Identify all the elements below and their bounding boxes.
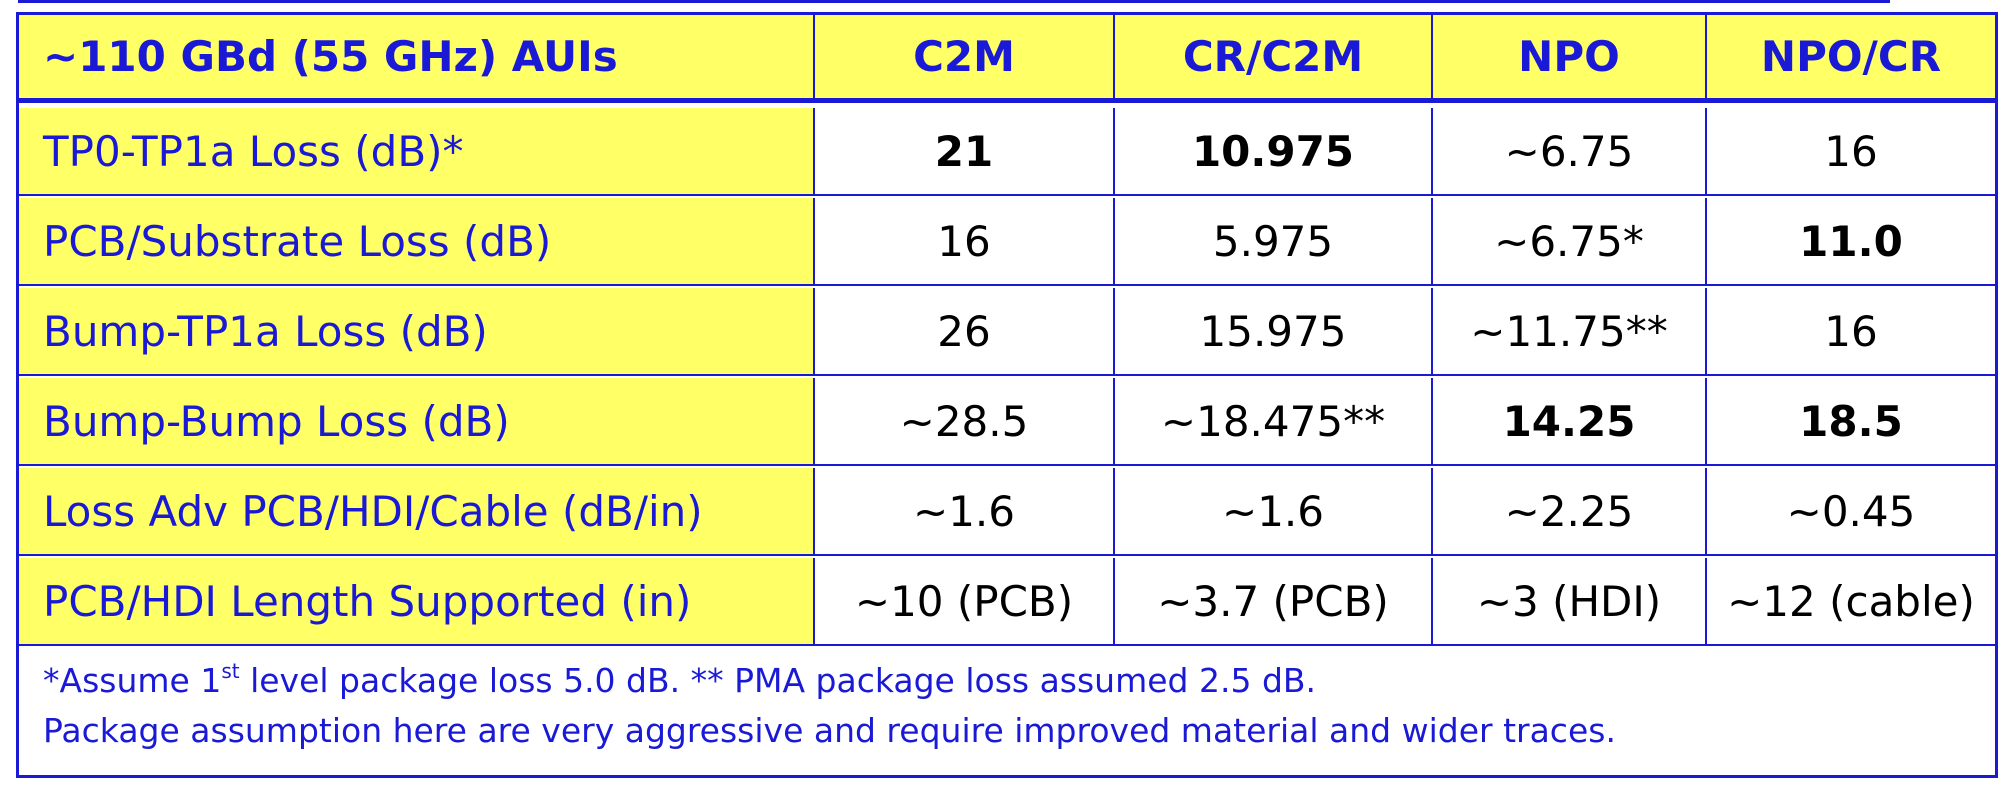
table-cell: 10.975 [1115,108,1433,194]
table-header-row: ~110 GBd (55 GHz) AUIs C2M CR/C2M NPO NP… [19,15,1995,103]
footnote-line-2: Package assumption here are very aggress… [43,711,1616,750]
header-cell-title: ~110 GBd (55 GHz) AUIs [19,15,815,98]
table-cell: 16 [1824,306,1878,356]
table-cell: ~3 (HDI) [1433,558,1707,644]
table-cell: ~2.25 [1433,468,1707,554]
header-cell-npo-cr: NPO/CR [1707,15,1995,98]
table-row: PCB/Substrate Loss (dB) 16 5.975 ~6.75* … [19,198,1995,286]
footnote-line-1: *Assume 1st level package loss 5.0 dB. *… [43,656,1995,706]
table-row: Loss Adv PCB/HDI/Cable (dB/in) ~1.6 ~1.6… [19,468,1995,556]
footnote-text: level package loss 5.0 dB. ** PMA packag… [239,661,1317,700]
row-label: Bump-Bump Loss (dB) [19,378,815,464]
table-cell: 14.25 [1433,378,1707,464]
row-label: TP0-TP1a Loss (dB)* [19,108,815,194]
table-row: PCB/HDI Length Supported (in) ~10 (PCB) … [19,558,1995,646]
table-cell: ~10 (PCB) [815,558,1115,644]
table-cell: 26 [815,288,1115,374]
table-cell: ~12 (cable) [1727,576,1975,626]
table-cell: ~6.75* [1433,198,1707,284]
row-label: Bump-TP1a Loss (dB) [19,288,815,374]
table-cell: 21 [815,108,1115,194]
footnote-text: *Assume 1 [43,661,222,700]
top-rule [18,0,1890,3]
table-cell: 16 [1824,126,1878,176]
table-cell: 15.975 [1115,288,1433,374]
row-label: PCB/HDI Length Supported (in) [19,558,815,644]
table-row: Bump-TP1a Loss (dB) 26 15.975 ~11.75** 1… [19,288,1995,376]
table-row: TP0-TP1a Loss (dB)* 21 10.975 ~6.75 16 [19,108,1995,196]
header-cell-npo: NPO [1433,15,1707,98]
row-label: PCB/Substrate Loss (dB) [19,198,815,284]
row-label: Loss Adv PCB/HDI/Cable (dB/in) [19,468,815,554]
table-cell: ~28.5 [815,378,1115,464]
table-cell: ~18.475** [1115,378,1433,464]
header-cell-cr-c2m: CR/C2M [1115,15,1433,98]
table-cell: ~11.75** [1433,288,1707,374]
table-cell: 5.975 [1115,198,1433,284]
table-cell: ~1.6 [1115,468,1433,554]
table-cell: 18.5 [1799,396,1903,446]
table-cell: ~1.6 [815,468,1115,554]
header-cell-c2m: C2M [815,15,1115,98]
table-cell: ~0.45 [1786,486,1916,536]
footnote-superscript: st [221,659,240,683]
table-row: Bump-Bump Loss (dB) ~28.5 ~18.475** 14.2… [19,378,1995,466]
table-cell: 16 [815,198,1115,284]
table-cell: 11.0 [1799,216,1903,266]
loss-table: ~110 GBd (55 GHz) AUIs C2M CR/C2M NPO NP… [16,12,1998,778]
table-footnote: *Assume 1st level package loss 5.0 dB. *… [19,648,1995,774]
table-cell: ~3.7 (PCB) [1115,558,1433,644]
table-cell: ~6.75 [1433,108,1707,194]
